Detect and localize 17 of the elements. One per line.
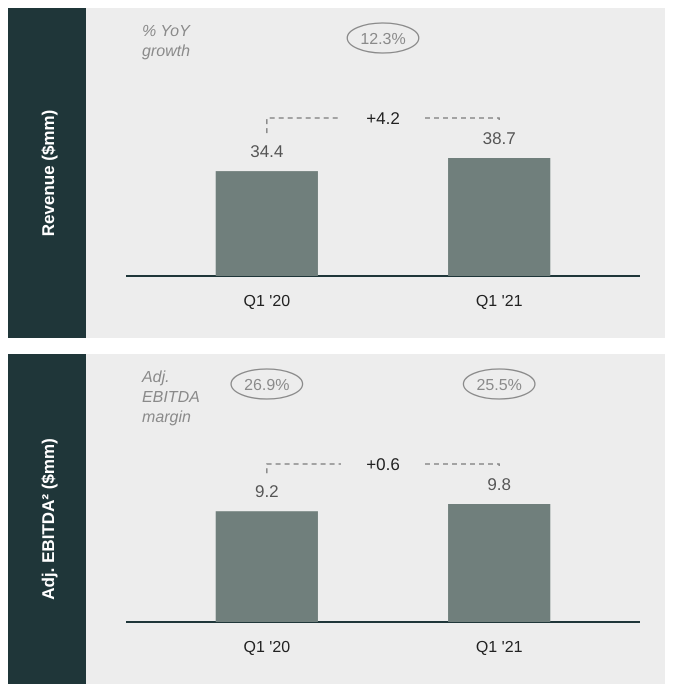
data-label: 38.7 xyxy=(482,129,516,148)
y-axis-title: Adj. EBITDA² ($mm) xyxy=(39,438,58,600)
x-tick-label: Q1 '21 xyxy=(476,293,523,310)
x-tick-label: Q1 '21 xyxy=(476,639,523,656)
y-axis-title: Revenue ($mm) xyxy=(39,110,58,236)
data-label: 9.2 xyxy=(255,482,279,502)
text: 26.9% xyxy=(244,377,290,394)
text: +0.6 xyxy=(366,455,400,474)
x-tick-label: Q1 '20 xyxy=(244,639,290,656)
text: 12.3% xyxy=(360,31,406,48)
x-tick-label: Q1 '20 xyxy=(244,293,290,310)
text: % YoY growth xyxy=(142,23,192,60)
text: 25.5% xyxy=(476,377,522,394)
data-label: 9.8 xyxy=(487,475,511,494)
data-label: 34.4 xyxy=(250,142,284,162)
text: Adj. EBITDA margin xyxy=(141,369,200,426)
text: +4.2 xyxy=(366,109,400,128)
